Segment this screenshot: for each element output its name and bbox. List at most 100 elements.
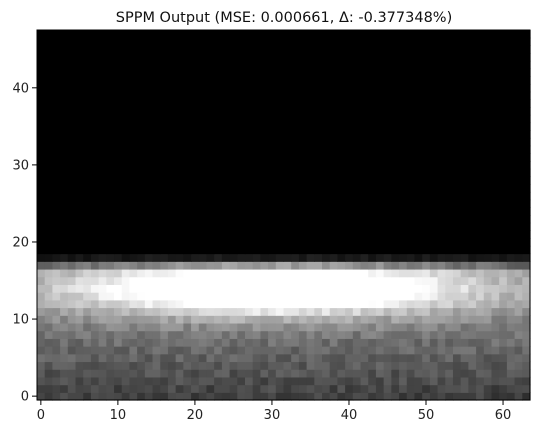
heatmap-cell <box>268 99 277 108</box>
heatmap-cell <box>468 253 477 262</box>
heatmap-cell <box>260 346 269 355</box>
heatmap-cell <box>399 91 408 100</box>
heatmap-cell <box>368 137 377 147</box>
heatmap-cell <box>352 207 362 216</box>
heatmap-cell <box>306 53 315 62</box>
heatmap-cell <box>360 215 369 224</box>
heatmap-cell <box>391 261 400 270</box>
heatmap-cell <box>506 207 516 216</box>
heatmap-cell <box>67 338 77 347</box>
heatmap-cell <box>445 284 454 293</box>
heatmap-cell <box>314 53 323 62</box>
heatmap-cell <box>522 376 531 386</box>
heatmap-cell <box>391 315 400 324</box>
heatmap-cell <box>260 37 269 47</box>
heatmap-cell <box>252 137 261 147</box>
heatmap-cell <box>221 122 231 131</box>
heatmap-cell <box>90 299 100 309</box>
heatmap-cell <box>44 353 53 363</box>
heatmap-cell <box>506 60 516 70</box>
heatmap-cell <box>322 122 331 131</box>
heatmap-cell <box>460 199 469 208</box>
heatmap-cell <box>499 114 508 124</box>
heatmap-cell <box>329 60 339 70</box>
heatmap-cell <box>298 361 308 370</box>
heatmap-cell <box>83 176 92 185</box>
heatmap-cell <box>399 268 408 278</box>
heatmap-cell <box>345 238 354 247</box>
heatmap-cell <box>37 230 46 239</box>
heatmap-cell <box>383 376 392 386</box>
heatmap-cell <box>345 322 354 332</box>
heatmap-cell <box>460 384 469 393</box>
heatmap-cell <box>260 276 269 285</box>
heatmap-cell <box>67 107 77 116</box>
heatmap-cell <box>452 276 462 285</box>
heatmap-cell <box>106 68 115 77</box>
heatmap-cell <box>383 338 392 347</box>
heatmap-cell <box>399 384 408 393</box>
heatmap-cell <box>406 215 416 224</box>
heatmap-cell <box>283 68 292 77</box>
heatmap-cell <box>260 68 269 77</box>
heatmap-cell <box>306 184 315 193</box>
heatmap-cell <box>52 245 61 255</box>
heatmap-cell <box>476 215 485 224</box>
heatmap-cell <box>391 176 400 185</box>
heatmap-cell <box>114 199 123 208</box>
heatmap-cell <box>167 361 177 370</box>
heatmap-cell <box>322 215 331 224</box>
heatmap-cell <box>106 99 115 108</box>
heatmap-cell <box>160 60 169 70</box>
heatmap-cell <box>437 99 446 108</box>
heatmap-cell <box>283 315 292 324</box>
heatmap-cell <box>175 376 184 386</box>
heatmap-cell <box>483 53 493 62</box>
heatmap-cell <box>175 330 184 339</box>
heatmap-cell <box>160 261 169 270</box>
heatmap-cell <box>175 238 184 247</box>
heatmap-cell <box>437 114 446 124</box>
heatmap-cell <box>460 338 469 347</box>
heatmap-cell <box>183 384 192 393</box>
heatmap-cell <box>345 191 354 201</box>
heatmap-cell <box>221 392 231 401</box>
heatmap-cell <box>322 191 331 201</box>
heatmap-cell <box>352 376 362 386</box>
heatmap-cell <box>244 353 254 363</box>
heatmap-cell <box>129 307 138 316</box>
y-tick-label: 10 <box>12 313 29 328</box>
heatmap-cell <box>506 153 516 162</box>
heatmap-cell <box>483 230 493 239</box>
heatmap-cell <box>337 261 346 270</box>
heatmap-cell <box>406 161 416 170</box>
heatmap-cell <box>329 322 339 332</box>
heatmap-cell <box>44 168 53 178</box>
heatmap-cell <box>229 207 238 216</box>
heatmap-cell <box>329 83 339 93</box>
heatmap-cell <box>375 384 385 393</box>
heatmap-cell <box>406 261 416 270</box>
heatmap-cell <box>44 322 53 332</box>
heatmap-cell <box>452 153 462 162</box>
heatmap-cell <box>429 238 439 247</box>
heatmap-cell <box>121 153 131 162</box>
heatmap-cell <box>291 215 300 224</box>
heatmap-cell <box>399 307 408 316</box>
heatmap-cell <box>198 207 208 216</box>
heatmap-cell <box>198 199 208 208</box>
heatmap-cell <box>368 268 377 278</box>
heatmap-cell <box>83 222 92 232</box>
heatmap-cell <box>429 161 439 170</box>
heatmap-cell <box>298 161 308 170</box>
heatmap-cell <box>90 369 100 378</box>
heatmap-cell <box>476 107 485 116</box>
heatmap-cell <box>98 107 107 116</box>
heatmap-cell <box>75 322 84 332</box>
heatmap-cell <box>314 145 323 154</box>
heatmap-cell <box>337 114 346 124</box>
heatmap-cell <box>67 145 77 154</box>
heatmap-cell <box>306 99 315 108</box>
heatmap-cell <box>37 307 46 316</box>
